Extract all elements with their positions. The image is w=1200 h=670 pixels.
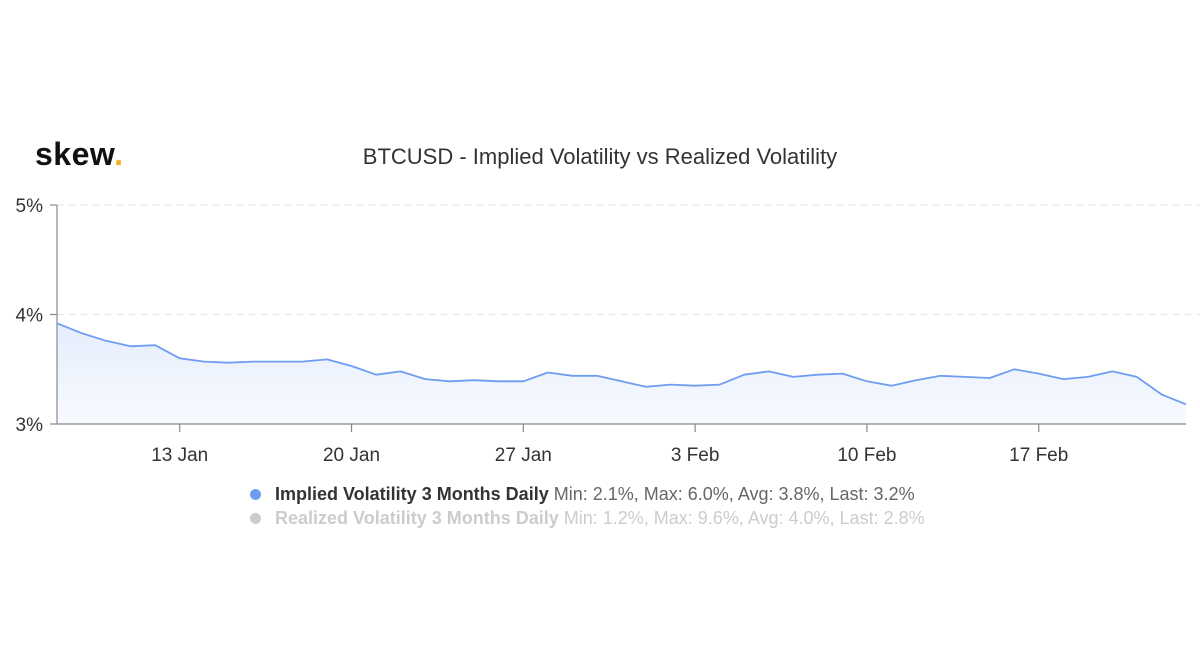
legend-marker-icon — [250, 512, 261, 524]
implied-volatility-line[interactable] — [56, 322, 1187, 406]
x-tick-label: 20 Jan — [323, 445, 380, 466]
x-tick-label: 10 Feb — [837, 445, 896, 466]
implied-volatility-area — [57, 323, 1186, 424]
legend-series-name: Implied Volatility 3 Months Daily — [275, 484, 549, 504]
legend-item-realized-volatility[interactable]: Realized Volatility 3 Months Daily Min: … — [250, 506, 925, 530]
legend-item-implied-volatility[interactable]: Implied Volatility 3 Months Daily Min: 2… — [250, 482, 925, 506]
legend-series-stats: Min: 2.1%, Max: 6.0%, Avg: 3.8%, Last: 3… — [553, 484, 915, 504]
logo-dot: . — [114, 136, 124, 172]
skew-logo: skew. — [35, 136, 123, 173]
x-tick-label: 13 Jan — [151, 445, 208, 466]
legend-marker-icon — [250, 488, 261, 500]
x-tick-label: 3 Feb — [671, 445, 720, 466]
legend-series-name: Realized Volatility 3 Months Daily — [275, 508, 559, 528]
logo-text: skew — [35, 136, 115, 172]
y-tick-label: 3% — [16, 415, 44, 436]
legend-series-stats: Min: 1.2%, Max: 9.6%, Avg: 4.0%, Last: 2… — [563, 508, 925, 528]
x-tick-label: 17 Feb — [1009, 445, 1068, 466]
y-tick-label: 4% — [16, 306, 44, 327]
chart-title: BTCUSD - Implied Volatility vs Realized … — [362, 144, 838, 169]
y-tick-label: 5% — [16, 196, 44, 217]
chart-legend: Implied Volatility 3 Months Daily Min: 2… — [250, 482, 925, 530]
x-tick-label: 27 Jan — [495, 445, 552, 466]
